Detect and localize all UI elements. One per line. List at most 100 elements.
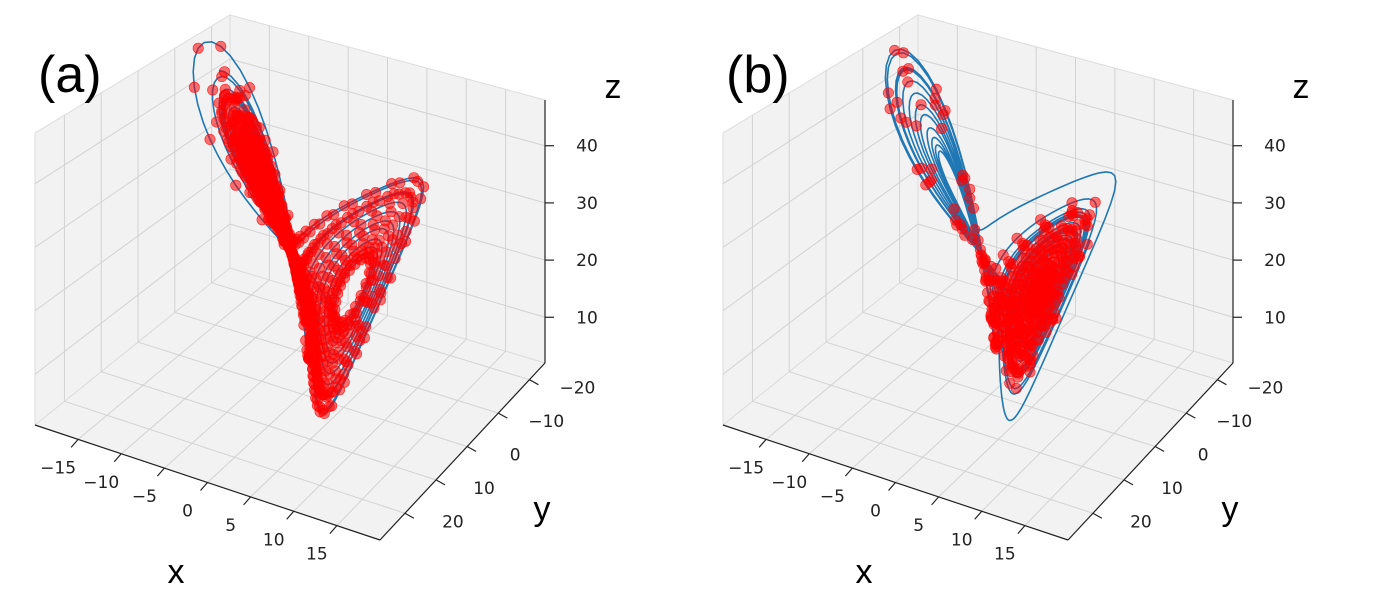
z-tick-label: 10 [576, 308, 598, 328]
x-grid-floor [293, 338, 467, 512]
marker-point [274, 184, 286, 196]
marker-point [983, 295, 995, 307]
marker-point [1010, 382, 1022, 394]
z-axis-label: z [605, 68, 622, 106]
marker-point [375, 287, 387, 299]
z-tick-label: 30 [1264, 194, 1286, 214]
x-tick [758, 438, 767, 448]
marker-point [1040, 326, 1052, 338]
marker-point [369, 224, 381, 236]
y-tick [1186, 412, 1196, 419]
x-tick [888, 482, 896, 491]
x-tick [844, 467, 853, 477]
marker-point [404, 212, 416, 224]
x-tick-label: 5 [225, 516, 236, 536]
marker-point [1081, 238, 1093, 250]
marker-point [346, 198, 358, 210]
marker-point [338, 353, 350, 365]
marker-point [301, 344, 313, 356]
y-grid-floor [211, 282, 530, 381]
marker-point [1081, 220, 1093, 232]
marker-point [902, 63, 914, 75]
marker-point [1014, 348, 1026, 360]
x-tick-label: 5 [913, 516, 924, 536]
marker-point [924, 176, 936, 188]
marker-point [327, 386, 339, 398]
marker-point [350, 320, 362, 332]
z-axis-label: z [1293, 68, 1310, 106]
x-tick [329, 525, 338, 535]
marker-point [317, 229, 329, 241]
marker-point [1057, 278, 1069, 290]
marker-point [882, 87, 894, 99]
marker-point [355, 219, 367, 231]
marker-point [389, 253, 401, 265]
marker-point [340, 229, 352, 241]
marker-point [229, 116, 241, 128]
marker-point [897, 47, 909, 59]
marker-point [328, 260, 340, 272]
y-tick [1123, 479, 1134, 486]
marker-point [322, 271, 334, 283]
x-tick [156, 467, 165, 477]
marker-point [229, 130, 241, 142]
marker-point [225, 153, 237, 165]
z-tick-label: 10 [1264, 308, 1286, 328]
marker-point [1089, 196, 1101, 208]
marker-point [997, 249, 1009, 261]
marker-point [1007, 279, 1019, 291]
marker-point [1027, 324, 1039, 336]
z-grid-left [722, 223, 919, 375]
x-grid-floor [808, 291, 998, 455]
x-tick [974, 510, 983, 520]
marker-point [1065, 268, 1077, 280]
marker-point [980, 274, 992, 286]
marker-point [895, 112, 907, 124]
y-tick-label: 0 [510, 445, 521, 465]
marker-point [1021, 360, 1033, 372]
marker-point [313, 332, 325, 344]
chart-a-svg: −15 −10 −5 0 5 10 15 −20 −10 0 10 20 10 20 30 40 x y z (a) [33, 14, 622, 591]
marker-point [329, 365, 341, 377]
marker-point [330, 219, 342, 231]
marker-point [293, 285, 305, 297]
marker-point [891, 96, 903, 108]
y-tick-label: 0 [1198, 445, 1209, 465]
marker-point [350, 330, 362, 342]
x-grid-floor [938, 327, 1116, 498]
marker-point [979, 254, 991, 266]
marker-point [204, 133, 216, 145]
marker-point [1003, 296, 1015, 308]
marker-point [1048, 307, 1060, 319]
marker-point [320, 252, 332, 264]
y-tick-label: 20 [442, 512, 464, 532]
marker-point [1023, 343, 1035, 355]
marker-point [327, 209, 339, 221]
marker-point [1049, 228, 1061, 240]
marker-point [235, 150, 247, 162]
marker-point [298, 309, 310, 321]
x-grid-floor [981, 338, 1155, 512]
x-tick [801, 453, 810, 463]
y-axis-line [1067, 362, 1234, 541]
marker-point [315, 293, 327, 305]
y-grid-floor [825, 341, 1156, 447]
y-tick-label: −10 [528, 412, 564, 432]
marker-point [902, 76, 914, 88]
marker-point [969, 224, 981, 236]
marker-point [959, 172, 971, 184]
x-grid-floor [120, 291, 310, 455]
z-tick-label: 30 [576, 194, 598, 214]
z-grid-left [34, 113, 231, 248]
marker-point [314, 303, 326, 315]
x-tick-label: −15 [728, 458, 764, 478]
marker-point [948, 203, 960, 215]
marker-point [1066, 223, 1078, 235]
marker-point [313, 313, 325, 325]
marker-point [392, 229, 404, 241]
marker-point [1070, 240, 1082, 252]
x-tick [931, 496, 940, 506]
marker-point [220, 116, 232, 128]
y-axis-line [379, 362, 546, 541]
marker-point [215, 40, 227, 52]
